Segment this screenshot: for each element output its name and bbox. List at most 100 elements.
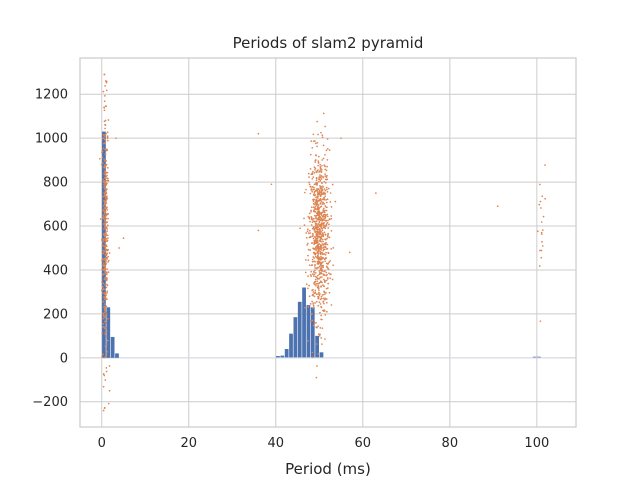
scatter-point (320, 171, 323, 174)
scatter-point (103, 120, 106, 123)
scatter-point (321, 251, 324, 254)
scatter-point (309, 168, 312, 170)
scatter-point (320, 285, 322, 287)
scatter-point (314, 272, 317, 274)
scatter-point (320, 297, 323, 300)
scatter-point (539, 183, 541, 186)
scatter-point (317, 164, 319, 167)
scatter-point (323, 243, 326, 245)
scatter-point (314, 236, 317, 238)
scatter-point (317, 188, 320, 190)
scatter-point (332, 247, 335, 249)
scatter-point (307, 287, 309, 290)
scatter-point (103, 166, 106, 169)
scatter-point (318, 282, 320, 285)
scatter-point (325, 274, 328, 277)
scatter-point (103, 135, 106, 138)
scatter-point (104, 153, 107, 155)
scatter-point (320, 337, 323, 339)
scatter-point (324, 233, 327, 236)
scatter-point (310, 264, 313, 267)
scatter-point (319, 327, 322, 329)
scatter-point (310, 173, 313, 176)
scatter-point (309, 249, 312, 251)
scatter-point (107, 261, 109, 263)
scatter-point (540, 207, 542, 209)
scatter-point (315, 217, 317, 220)
scatter-point (319, 267, 322, 269)
scatter-point (312, 170, 314, 173)
scatter-point (104, 257, 106, 260)
scatter-point (325, 279, 328, 282)
scatter-point (104, 235, 106, 238)
scatter-point (321, 211, 324, 214)
scatter-point (105, 244, 107, 246)
scatter-point (330, 229, 333, 232)
scatter-point (318, 243, 321, 245)
scatter-point (317, 353, 320, 355)
scatter-point (102, 241, 104, 244)
scatter-point (312, 226, 315, 229)
scatter-point (103, 100, 106, 103)
scatter-point (316, 280, 319, 283)
scatter-point (103, 278, 106, 281)
scatter-point (319, 276, 322, 279)
scatter-point (321, 188, 324, 191)
scatter-point (319, 198, 322, 200)
y-axis-ticks: −200 0 200 400 600 800 1000 1200 (32, 88, 68, 410)
scatter-point (105, 163, 108, 166)
scatter-point (327, 282, 330, 285)
scatter-point (104, 141, 107, 144)
scatter-point (311, 177, 314, 180)
scatter-point (299, 227, 302, 230)
scatter-point (303, 191, 306, 194)
scatter-point (311, 221, 314, 223)
scatter-point (318, 221, 321, 223)
scatter-point (319, 174, 321, 176)
scatter-point (103, 218, 106, 221)
scatter-point (536, 230, 539, 233)
scatter-point (314, 246, 317, 249)
scatter-point (320, 314, 322, 317)
scatter-point (103, 292, 106, 294)
scatter-point (324, 260, 326, 263)
scatter-point (323, 281, 326, 284)
scatter-point (316, 188, 318, 190)
scatter-point (309, 232, 312, 234)
scatter-point (326, 198, 329, 201)
scatter-point (324, 178, 327, 181)
scatter-point (317, 218, 320, 221)
scatter-point (270, 183, 273, 186)
scatter-point (317, 229, 320, 231)
scatter-point (318, 171, 320, 173)
scatter-point (103, 158, 105, 161)
scatter-point (323, 203, 326, 205)
scatter-point (321, 164, 323, 167)
scatter-point (105, 192, 108, 195)
scatter-point (320, 192, 323, 194)
scatter-point (311, 258, 314, 261)
scatter-point (316, 226, 319, 229)
scatter-point (320, 272, 323, 275)
scatter-point (118, 247, 121, 249)
scatter-point (314, 289, 317, 292)
scatter-point (313, 273, 316, 276)
scatter-point (106, 277, 108, 280)
scatter-point (321, 327, 324, 330)
scatter-point (103, 180, 106, 182)
scatter-point (104, 242, 106, 245)
scatter-point (309, 192, 312, 195)
scatter-point (104, 307, 106, 309)
scatter-point (102, 134, 105, 136)
scatter-point (544, 164, 546, 166)
scatter-point (314, 227, 316, 230)
scatter-point (313, 271, 315, 273)
scatter-point (315, 321, 317, 324)
scatter-point (321, 269, 324, 271)
scatter-point (324, 173, 326, 175)
scatter-point (306, 340, 309, 342)
scatter-point (108, 365, 111, 367)
scatter-point (308, 212, 311, 215)
scatter-point (102, 385, 105, 388)
scatter-point (327, 227, 330, 229)
